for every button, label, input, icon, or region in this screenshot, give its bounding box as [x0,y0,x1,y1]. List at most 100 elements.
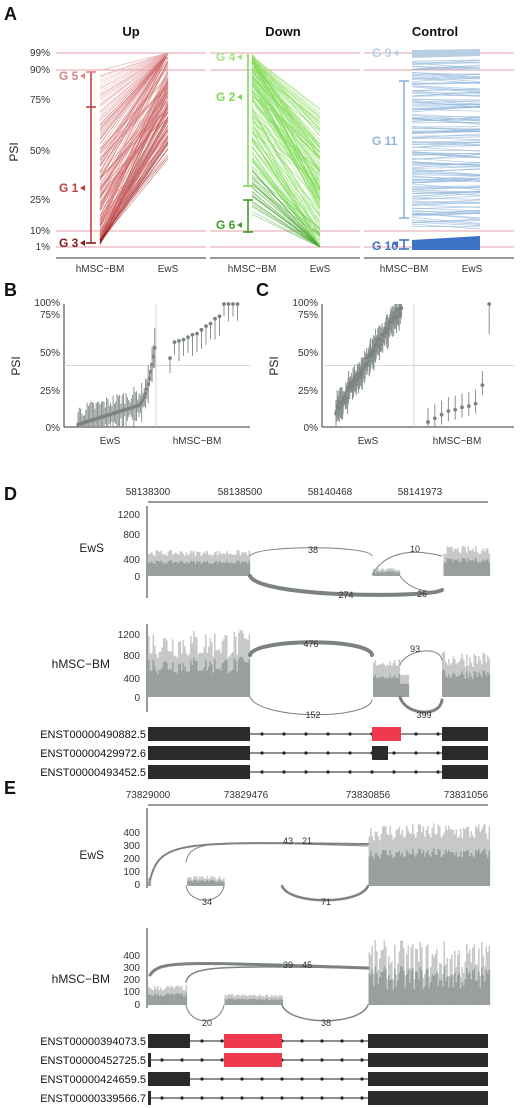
psi-line [411,207,481,212]
coverage-bar [190,880,192,886]
intron-marker [200,1058,204,1062]
coverage-bar [395,572,398,576]
coverage-bar [473,671,476,697]
coverage-bar [416,971,419,1005]
ytick: 1% [36,242,51,253]
psi-line [99,52,169,100]
panel-c-yaxis: 0% 25% 50% 75% 100% [292,298,318,434]
coverage-bar [191,561,194,576]
intron-marker [300,1096,304,1100]
coverage-bar [383,850,386,886]
intron-marker [304,732,308,736]
intron-marker [280,1096,284,1100]
coverage-bar [193,880,195,886]
coverage-bar [152,996,155,1005]
exon [148,1053,151,1067]
coverage-bar [157,673,159,697]
coverage-bar [148,881,150,886]
coverage-bar [373,986,375,1005]
coverage-bar [377,983,380,1005]
psi-line [411,168,481,176]
psi-line [251,92,321,200]
data-point [168,356,172,361]
facet-up [56,44,206,259]
intron-marker [436,770,440,774]
junction-label: 38 [321,1018,331,1028]
coverage-bar [214,880,216,886]
ytick: 25% [40,386,60,397]
psi-line [99,52,169,121]
coverage-bar [475,672,477,697]
transcript-label: ENST00000394073.5 [40,1036,146,1048]
psi-line [411,174,481,177]
coverage-bar [208,881,210,886]
psi-line [411,200,481,203]
coverage-bar [458,675,461,697]
coverage-bar [368,856,371,886]
coverage-bar [265,999,267,1005]
psi-line [251,130,321,201]
coverage-bar [439,850,441,886]
coverage-bar [151,670,153,697]
coverage-bar [220,670,222,697]
coverage-bar [167,561,170,576]
ytick: 50% [40,348,60,359]
group-arrow [80,185,85,191]
coverage-bar [161,667,164,697]
intron-marker [392,770,396,774]
coverage-bar [446,558,449,576]
intron-marker [360,1096,364,1100]
psi-line [251,74,321,186]
psi-line [99,117,169,198]
facet-title-up: Up [122,24,139,39]
psi-line [411,67,481,71]
psi-line [251,94,321,152]
coverage-bar [154,563,156,576]
coverage-bar [215,668,218,697]
psi-line [251,56,321,111]
data-point [222,302,226,306]
coverage-bar [470,676,473,697]
coverage-bar [257,999,260,1005]
psi-line [411,59,481,62]
coverage-bar [475,558,477,576]
coverage-bar [223,562,225,576]
psi-line [99,136,169,230]
junction-label: 34 [202,897,212,907]
coverage-bar [392,676,395,697]
coverage-bar [211,563,213,576]
coverage-bar [488,969,491,1005]
coverage-bar [242,999,245,1005]
coverage-bar [470,560,473,576]
ytick: 0 [134,693,140,704]
psi-line [251,95,321,159]
coverage-bar [236,560,239,576]
coverage-bar [412,848,414,886]
coverage-bar [386,677,389,697]
intron-marker [414,751,418,755]
psi-line [251,55,321,129]
coverage-bar [368,973,371,1005]
coverage-bar [223,881,225,886]
intron-marker [436,751,440,755]
group-arrow [80,240,85,246]
psi-line [411,223,481,230]
coverage-bar [205,562,207,576]
facet-down [210,44,360,259]
coverage-bar [380,854,383,886]
coverage-bar [376,972,378,1005]
coverage-bar [199,561,201,576]
coverage-bar [485,969,488,1005]
exon [148,765,250,779]
intron-marker [240,1096,244,1100]
coverage-bar [410,854,413,886]
coverage-bar [161,562,164,576]
coverage-bar [197,671,200,697]
psi-line [251,105,321,209]
coverage-bar [229,672,231,697]
group-label-g10: G 10 [372,239,398,253]
psi-line [411,151,481,158]
psi-line [411,185,481,187]
coverage-bar [391,678,393,697]
coverage-bar [193,657,195,697]
